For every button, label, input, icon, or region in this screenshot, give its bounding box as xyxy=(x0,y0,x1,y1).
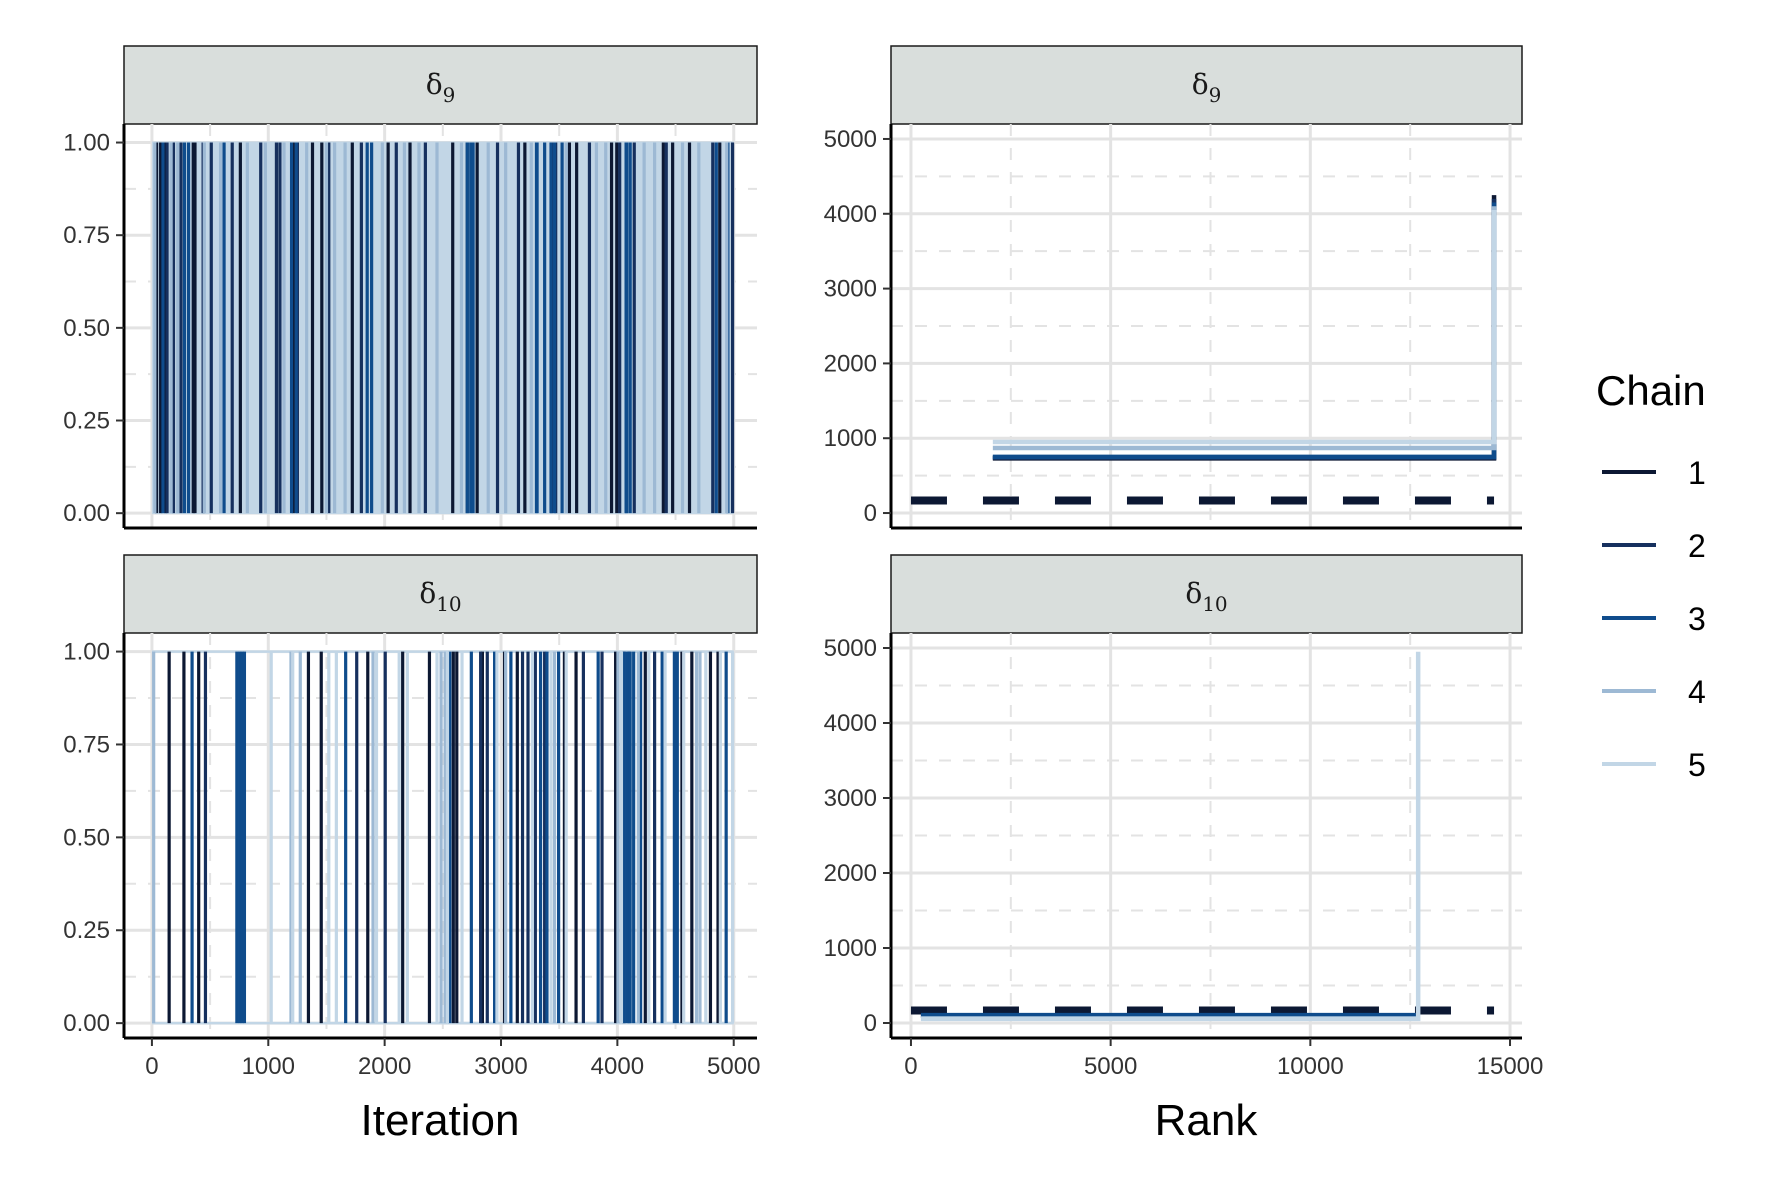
strip-title-subscript: 9 xyxy=(1209,83,1222,107)
strip-title: δ10 xyxy=(419,577,461,616)
legend-label-chain-3: 3 xyxy=(1688,601,1706,637)
panel-1: δ9 0.00 0.25 0.50 0.75 1.00 xyxy=(63,45,758,530)
x-tick-label: 2000 xyxy=(358,1053,411,1080)
y-tick-label: 0.00 xyxy=(63,1010,110,1037)
strip-title-symbol: δ xyxy=(1192,68,1209,101)
strip-title: δ9 xyxy=(426,68,456,107)
rank-series-chain-3 xyxy=(992,202,1497,460)
strip-header xyxy=(890,554,1523,634)
y-tick-label: 5000 xyxy=(824,635,877,662)
y-tick-label: 1.00 xyxy=(63,130,110,157)
strip-title-subscript: 9 xyxy=(443,83,456,107)
y-tick-label: 1.00 xyxy=(63,639,110,666)
strip-title-subscript: 10 xyxy=(436,592,461,616)
y-tick-label: 5000 xyxy=(824,126,877,153)
y-tick-label: 0.75 xyxy=(63,222,110,249)
strip-title: δ9 xyxy=(1192,68,1222,107)
rank-series-chain-2 xyxy=(992,198,1497,460)
y-tick-label: 0.25 xyxy=(63,917,110,944)
x-tick-label: 0 xyxy=(904,1053,917,1080)
strip-title-symbol: δ xyxy=(426,68,443,101)
x-tick-label: 0 xyxy=(145,1053,158,1080)
strip-title-subscript: 10 xyxy=(1202,592,1227,616)
y-tick-label: 0 xyxy=(864,1010,877,1037)
strip-header xyxy=(890,45,1523,125)
x-axis-title-iteration: Iteration xyxy=(361,1096,520,1145)
strip-header xyxy=(123,554,758,634)
legend-label-chain-1: 1 xyxy=(1688,455,1706,491)
panels: δ90.000.250.500.751.00δ90100020003000400… xyxy=(63,45,1544,1080)
x-tick-label: 1000 xyxy=(242,1053,295,1080)
legend-label-chain-4: 4 xyxy=(1688,674,1706,710)
x-axis-title-rank: Rank xyxy=(1155,1096,1259,1145)
x-tick-label: 5000 xyxy=(707,1053,760,1080)
legend: Chain 1 2 3 4 5 xyxy=(1596,367,1706,783)
legend-label-chain-5: 5 xyxy=(1688,747,1706,783)
y-tick-label: 0.00 xyxy=(63,500,110,527)
x-tick-label: 10000 xyxy=(1277,1053,1344,1080)
y-tick-label: 3000 xyxy=(824,276,877,303)
y-tick-label: 0 xyxy=(864,500,877,527)
y-tick-label: 2000 xyxy=(824,350,877,377)
panel-4: δ10 0 1000 2000 3000 4000 5000 0 5000 10000 15000 xyxy=(824,554,1544,1080)
rank-series-chain-4 xyxy=(992,206,1497,451)
y-tick-label: 0.50 xyxy=(63,824,110,851)
y-tick-label: 4000 xyxy=(824,201,877,228)
y-tick-label: 4000 xyxy=(824,710,877,737)
y-tick-label: 1000 xyxy=(824,425,877,452)
legend-title: Chain xyxy=(1596,367,1706,414)
y-tick-label: 0.50 xyxy=(63,315,110,342)
x-tick-label: 4000 xyxy=(591,1053,644,1080)
y-tick-label: 3000 xyxy=(824,785,877,812)
y-tick-label: 0.25 xyxy=(63,408,110,435)
y-tick-label: 2000 xyxy=(824,860,877,887)
panel-3: δ10 0.00 0.25 0.50 0.75 1.00 0 1000 2000 3000 4000… xyxy=(63,554,760,1080)
rank-series-chain-5 xyxy=(920,651,1421,1022)
panel-2: δ9 0 1000 2000 3000 4000 5000 xyxy=(824,45,1523,530)
y-tick-label: 1000 xyxy=(824,935,877,962)
y-tick-label: 0.75 xyxy=(63,731,110,758)
strip-header xyxy=(123,45,758,125)
rank-series-chain-5 xyxy=(992,210,1497,445)
legend-label-chain-2: 2 xyxy=(1688,528,1706,564)
x-tick-label: 3000 xyxy=(474,1053,527,1080)
strip-title-symbol: δ xyxy=(419,577,436,610)
strip-title-symbol: δ xyxy=(1185,577,1202,610)
x-tick-label: 15000 xyxy=(1477,1053,1544,1080)
strip-title: δ10 xyxy=(1185,577,1227,616)
x-tick-label: 5000 xyxy=(1084,1053,1137,1080)
